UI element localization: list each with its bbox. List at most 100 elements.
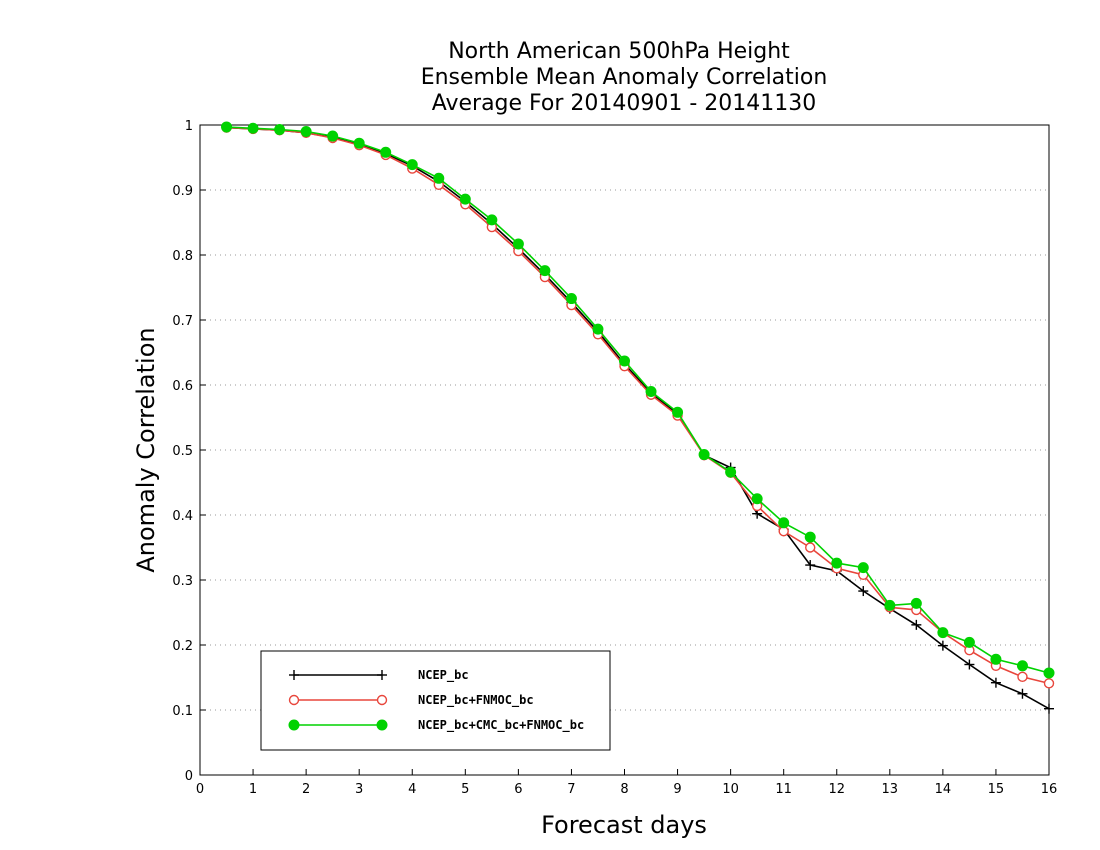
legend-box [260,650,611,751]
data-point [512,238,524,250]
data-point [990,653,1002,665]
legend-marker [377,670,387,680]
data-point [353,137,365,149]
data-point [1017,688,1028,699]
legend: NCEP_bc NCEP_bc+FNMOC_bc NCEP_bc+CMC_bc+FN… [260,650,611,751]
data-point [565,293,577,305]
y-tick-label: 0.6 [172,379,193,394]
data-point [1016,660,1028,672]
legend-label: NCEP_bc [418,668,469,683]
data-point [327,130,339,142]
series-layer [221,121,1055,714]
data-point [964,659,975,670]
legend-marker [289,670,299,680]
legend-marker [288,694,300,706]
data-point [805,542,816,553]
data-point [1043,678,1055,689]
x-tick-label: 13 [882,782,899,797]
data-point [778,517,790,529]
data-point [937,640,948,651]
x-tick-label: 1 [249,782,257,797]
x-axis-label: Forecast days [541,811,707,839]
data-point [592,323,604,335]
x-tick-label: 10 [722,782,739,797]
chart-title: North American 500hPa Height Ensemble Me… [421,39,828,116]
data-point [221,121,233,133]
data-point [858,586,869,597]
title-line-1: North American 500hPa Height [448,39,790,64]
data-point [459,193,471,205]
y-tick-label: 0.3 [172,574,193,589]
x-tick-label: 14 [935,782,952,797]
x-tick-label: 3 [355,782,363,797]
y-tick-label: 0.8 [172,249,193,264]
data-point [406,159,418,171]
series-line [226,126,1050,674]
data-point [937,627,949,639]
y-tick-label: 0 [185,769,193,784]
x-tick-label: 2 [302,782,310,797]
x-tick-label: 7 [567,782,575,797]
series-2 [221,122,1055,689]
data-point [247,122,259,134]
x-tick-label: 11 [775,782,792,797]
x-tick-label: 9 [673,782,681,797]
x-tick-label: 5 [461,782,469,797]
data-point [300,126,312,137]
data-point [804,531,816,543]
y-tick-label: 0.2 [172,639,193,654]
title-line-3: Average For 20140901 - 20141130 [432,91,817,116]
x-tick-label: 6 [514,782,522,797]
y-tick-label: 0.7 [172,314,193,329]
x-tick-label: 15 [988,782,1005,797]
data-point [751,493,763,505]
x-tick-label: 4 [408,782,416,797]
y-tick-label: 0.1 [172,704,193,719]
legend-entry-3: NCEP_bc+CMC_bc+FNMOC_bc [288,718,584,733]
data-point [990,677,1001,688]
data-point [910,597,922,609]
x-tick-label: 12 [828,782,845,797]
data-point [645,386,657,397]
series-line [226,126,1050,685]
data-point [831,557,843,569]
data-point [963,636,975,648]
y-tick-label: 0.4 [172,509,193,524]
data-point [805,560,816,571]
data-point [1044,703,1054,714]
data-point [911,619,922,630]
data-point [486,214,498,226]
series-line [226,126,1050,710]
x-tick-label: 16 [1041,782,1058,797]
legend-items: NCEP_bc NCEP_bc+FNMOC_bc NCEP_bc+CMC_bc+FN… [288,668,584,733]
legend-marker [288,719,300,731]
data-point [1017,671,1028,683]
legend-entry-1: NCEP_bc [289,668,469,683]
data-point [539,265,551,277]
data-point [884,599,896,611]
data-point [672,406,684,418]
legend-entry-2: NCEP_bc+FNMOC_bc [288,693,534,708]
x-tick-label: 0 [196,782,204,797]
y-tick-label: 0.9 [172,184,193,199]
data-point [725,466,737,478]
y-tick-label: 1 [185,119,193,134]
data-point [857,562,869,574]
legend-marker [376,694,388,706]
axis-ticks: 00.10.20.30.40.50.60.70.80.910 1 2 3 4 5 6 7 8 9 1… [172,119,1057,797]
data-point [698,449,710,461]
data-point [274,124,286,136]
legend-label: NCEP_bc+FNMOC_bc [418,693,534,708]
series-3 [221,121,1055,679]
title-line-2: Ensemble Mean Anomaly Correlation [421,65,828,90]
y-tick-label: 0.5 [172,444,193,459]
data-point [619,355,630,367]
x-tick-label: 8 [620,782,628,797]
data-point [433,172,445,184]
data-point [1043,667,1055,679]
data-point [380,146,392,158]
legend-label: NCEP_bc+CMC_bc+FNMOC_bc [418,718,584,733]
series-1 [221,122,1054,714]
legend-marker [376,719,388,731]
